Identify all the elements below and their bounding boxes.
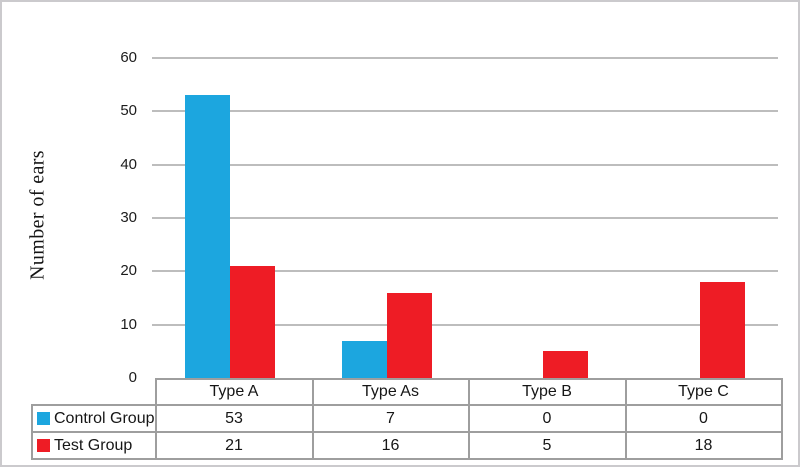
- value-cell-control-group-type-as: 7: [311, 404, 470, 433]
- legend-cell-test-group: Test Group: [31, 431, 157, 460]
- bar-test-group-type-as: [386, 292, 432, 378]
- table-corner-cell: [32, 379, 156, 405]
- legend-swatch-control-group: [37, 412, 50, 425]
- y-tick-label: 50: [120, 102, 137, 120]
- bar-test-group-type-a: [230, 266, 276, 378]
- gridline: [152, 217, 778, 219]
- value-cell-test-group-type-c: 18: [624, 431, 783, 460]
- y-tick-label: 0: [128, 369, 137, 386]
- category-header-type-b: Type B: [467, 378, 627, 406]
- legend-cell-control-group: Control Group: [31, 404, 157, 433]
- bar-test-group-type-c: [699, 282, 745, 378]
- value-cell-control-group-type-c: 0: [624, 404, 783, 433]
- gridline: [152, 57, 778, 59]
- category-header-type-as: Type As: [311, 378, 470, 406]
- gridline: [152, 323, 778, 326]
- value-cell-control-group-type-b: 0: [467, 404, 627, 433]
- table-row-control-group: Control Group 53 7 0 0: [31, 404, 783, 433]
- table-row-test-group: Test Group 21 16 5 18: [31, 431, 783, 460]
- value-cell-test-group-type-a: 21: [154, 431, 314, 460]
- plot-area: [152, 57, 778, 378]
- y-tick-label: 10: [120, 315, 137, 333]
- category-header-type-c: Type C: [624, 378, 783, 406]
- legend-swatch-test-group: [37, 439, 50, 452]
- value-cell-test-group-type-b: 5: [467, 431, 627, 460]
- y-tick-label: 40: [120, 155, 137, 173]
- data-table: Type A Type As Type B Type C Control Group 53…: [31, 378, 783, 460]
- gridline: [152, 110, 778, 113]
- category-header-type-a: Type A: [154, 378, 314, 406]
- y-tick-label: 30: [120, 209, 137, 226]
- bar-test-group-type-b: [543, 351, 589, 378]
- value-cell-control-group-type-a: 53: [154, 404, 314, 433]
- bar-control-group-type-a: [185, 95, 231, 378]
- gridline: [152, 163, 778, 166]
- y-tick-label: 20: [120, 262, 137, 280]
- table-header-row: Type A Type As Type B Type C: [32, 378, 783, 406]
- y-axis-title: Number of ears: [26, 150, 49, 280]
- legend-label: Control Group: [54, 409, 155, 427]
- legend-label: Test Group: [54, 436, 133, 454]
- gridline: [152, 270, 778, 273]
- y-tick-label: 60: [120, 49, 137, 66]
- value-cell-test-group-type-as: 16: [311, 431, 470, 460]
- bar-control-group-type-as: [341, 340, 387, 378]
